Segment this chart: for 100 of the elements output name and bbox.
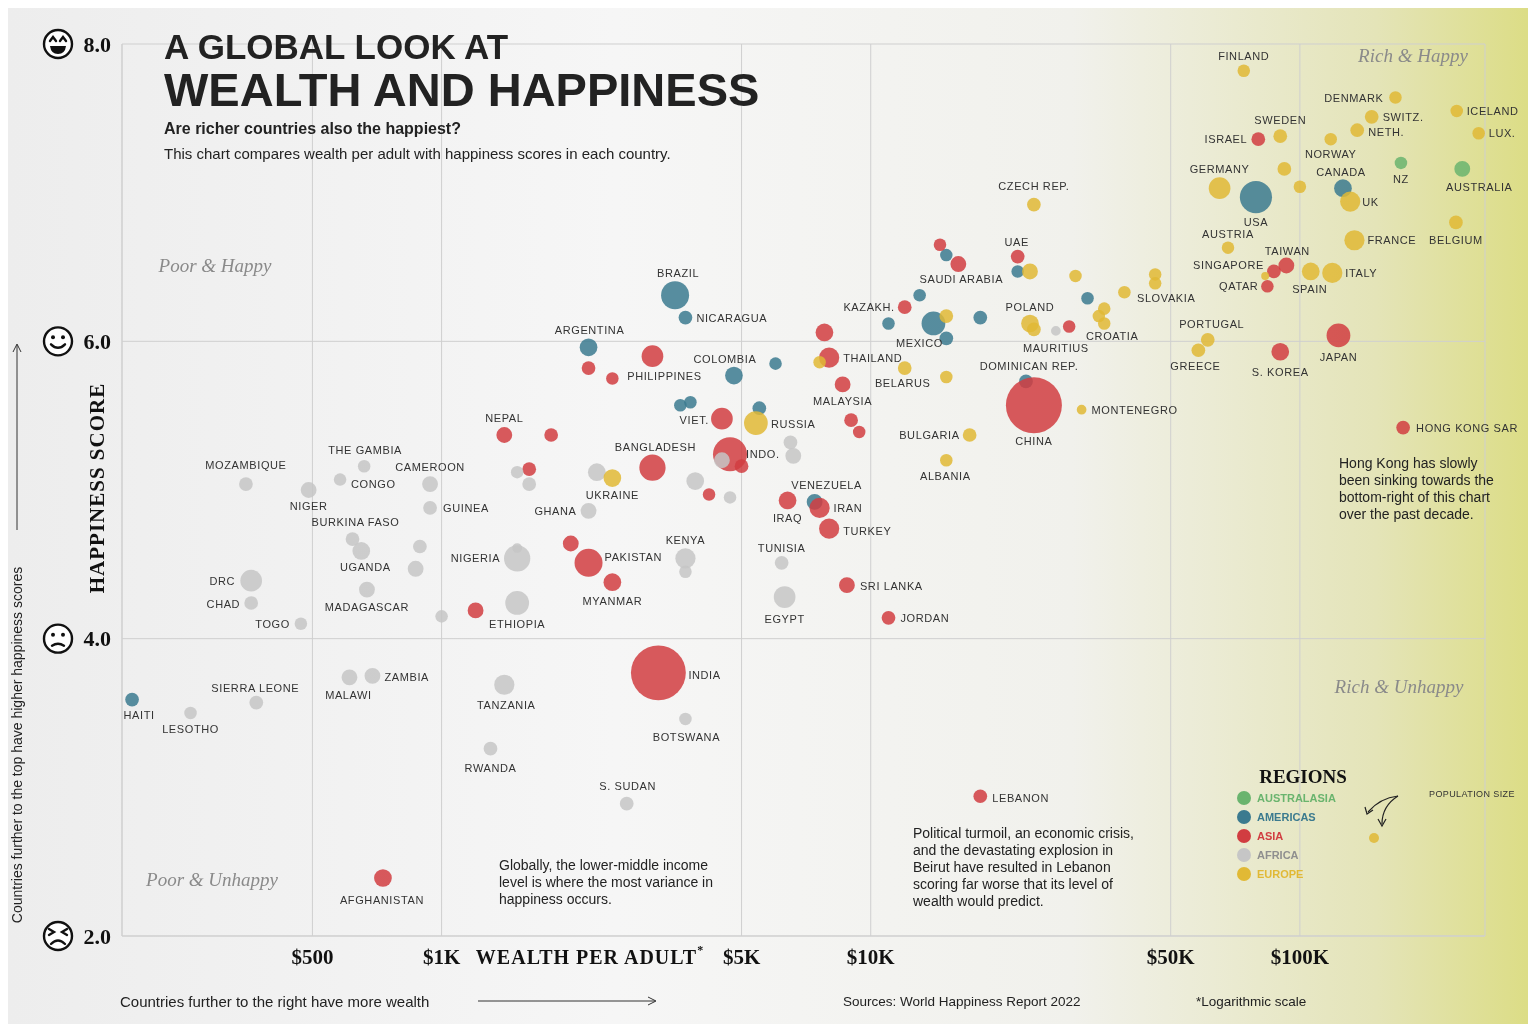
annotation: PHILIPPINES xyxy=(627,370,702,383)
annotation: UKRAINE xyxy=(585,489,639,502)
annotation: SIERRA LEONE xyxy=(211,681,300,694)
annotation: HONG KONG SAR xyxy=(1416,421,1519,434)
annotation: ARGENTINA xyxy=(554,324,625,337)
annotation: CHINA xyxy=(1015,435,1053,448)
annotation: RWANDA xyxy=(464,761,517,774)
annotation: SAUDI ARABIA xyxy=(919,273,1004,286)
legend-title: REGIONS xyxy=(1259,765,1347,787)
annotation: POLAND xyxy=(1005,301,1055,314)
annotation: UAE xyxy=(1004,235,1029,248)
annotation: GERMANY xyxy=(1189,163,1250,176)
annotation: ETHIOPIA xyxy=(489,617,546,630)
source-note: Sources: World Happiness Report 2022 xyxy=(843,993,1081,1009)
annotation: BANGLADESH xyxy=(614,440,697,453)
annotation: UGANDA xyxy=(339,560,391,573)
annotation: S. KOREA xyxy=(1251,365,1309,378)
annotation: INDO. xyxy=(746,448,780,461)
annotation: Hong Kong has slowly been sinking towards the bottom-right of this chart over the past decade. xyxy=(1339,455,1495,523)
annotation: NZ xyxy=(1393,172,1409,185)
y-tick-label: 6.0 xyxy=(83,328,111,354)
annotation: IRAN xyxy=(833,501,863,514)
text: Are richer countries also the happiest? xyxy=(164,120,461,138)
annotation: BOTSWANA xyxy=(652,730,721,743)
annotation: Globally, the lower-middle income level is where the most variance in happiness occurs. xyxy=(499,857,714,908)
x-tick-label: $50K xyxy=(1146,945,1196,969)
annotation: RUSSIA xyxy=(770,418,816,431)
legend-label: AUSTRALASIA xyxy=(1257,792,1336,804)
text: Countries further to the right have more wealth xyxy=(120,992,430,1010)
annotation: TAIWAN xyxy=(1264,244,1310,257)
annotation: JORDAN xyxy=(900,611,950,624)
annotation: KENYA xyxy=(665,534,706,547)
y-tick-label: 8.0 xyxy=(83,31,111,57)
text: Countries further to the top have higher happiness scores xyxy=(9,566,25,924)
annotation: ISRAEL xyxy=(1204,133,1248,146)
annotation: IRAQ xyxy=(772,512,803,525)
annotation: UK xyxy=(1362,195,1379,208)
annotation: ALBANIA xyxy=(919,470,971,483)
y-tick-label: 4.0 xyxy=(83,626,111,652)
y-tick-label: 2.0 xyxy=(83,923,111,949)
x-tick-label: $10K xyxy=(846,945,896,969)
annotation: CZECH REP. xyxy=(998,179,1070,192)
annotation: NETH. xyxy=(1368,126,1405,139)
text: *Logarithmic scale xyxy=(1196,993,1307,1009)
annotation: USA xyxy=(1243,216,1269,229)
annotation: Political turmoil, an economic crisis, and the devastating explosion in Beirut have resulted in Lebanon scoring far worse that its level of wealth would predict. xyxy=(913,825,1135,910)
annotation: DOMINICAN REP. xyxy=(979,360,1079,373)
annotation: CONGO xyxy=(351,477,396,490)
annotation: NIGERIA xyxy=(450,552,501,565)
annotation: FINLAND xyxy=(1218,49,1270,62)
annotation: Poor & Unhappy xyxy=(145,868,279,890)
annotation: DENMARK xyxy=(1324,91,1384,104)
annotation: NIGER xyxy=(289,500,328,512)
annotation: ICELAND xyxy=(1466,104,1519,117)
annotation: TOGO xyxy=(255,617,290,630)
annotation: LEBANON xyxy=(992,792,1050,805)
x-tick-label: $5K xyxy=(722,945,761,969)
annotation: CROATIA xyxy=(1086,330,1139,343)
legend-label: AFRICA xyxy=(1257,849,1299,861)
annotation: EGYPT xyxy=(764,613,805,626)
annotation: NORWAY xyxy=(1304,148,1357,161)
annotation: MAURITIUS xyxy=(1022,341,1089,354)
annotation: BELGIUM xyxy=(1429,234,1483,247)
annotation: INDIA xyxy=(688,668,721,681)
annotation: POPULATION SIZE xyxy=(1429,789,1515,799)
annotation: VENEZUELA xyxy=(791,478,863,491)
annotation: LUX. xyxy=(1488,127,1516,140)
annotation: SINGAPORE xyxy=(1193,259,1264,272)
legend-label: AMERICAS xyxy=(1257,811,1316,823)
annotation: SRI LANKA xyxy=(859,580,923,593)
chart-title: A GLOBAL LOOK AT WEALTH AND HAPPINESS xyxy=(164,27,760,116)
annotation: AFGHANISTAN xyxy=(339,894,424,907)
annotation: BRAZIL xyxy=(657,267,700,280)
annotation: Rich & Unhappy xyxy=(1333,675,1464,697)
annotation: PAKISTAN xyxy=(604,550,663,563)
annotation: QATAR xyxy=(1219,280,1259,293)
annotation: AUSTRALIA xyxy=(1446,180,1513,193)
annotation: KAZAKH. xyxy=(843,301,895,314)
annotation: NICARAGUA xyxy=(696,311,768,324)
annotation: TUNISIA xyxy=(757,541,806,554)
annotation: FRANCE xyxy=(1367,234,1417,247)
annotation: MADAGASCAR xyxy=(324,600,410,613)
annotation: MYANMAR xyxy=(582,595,643,608)
annotation: GREECE xyxy=(1170,360,1221,373)
annotation: JAPAN xyxy=(1319,351,1358,364)
annotation: SPAIN xyxy=(1292,283,1328,296)
annotation: BULGARIA xyxy=(899,428,960,441)
annotation: LESOTHO xyxy=(162,723,219,735)
annotation: CANADA xyxy=(1316,166,1366,179)
annotation: DRC xyxy=(209,574,236,587)
annotation: MALAWI xyxy=(325,689,372,702)
annotation: BELARUS xyxy=(874,377,931,390)
annotation: MALAYSIA xyxy=(813,395,873,408)
annotation: ITALY xyxy=(1345,266,1378,279)
annotation: TURKEY xyxy=(843,524,892,537)
annotation: SWITZ. xyxy=(1382,110,1424,123)
annotation: TANZANIA xyxy=(477,698,536,711)
annotation: GUINEA xyxy=(443,501,489,514)
annotation: MOZAMBIQUE xyxy=(205,459,287,472)
annotation: BURKINA FASO xyxy=(311,516,400,529)
